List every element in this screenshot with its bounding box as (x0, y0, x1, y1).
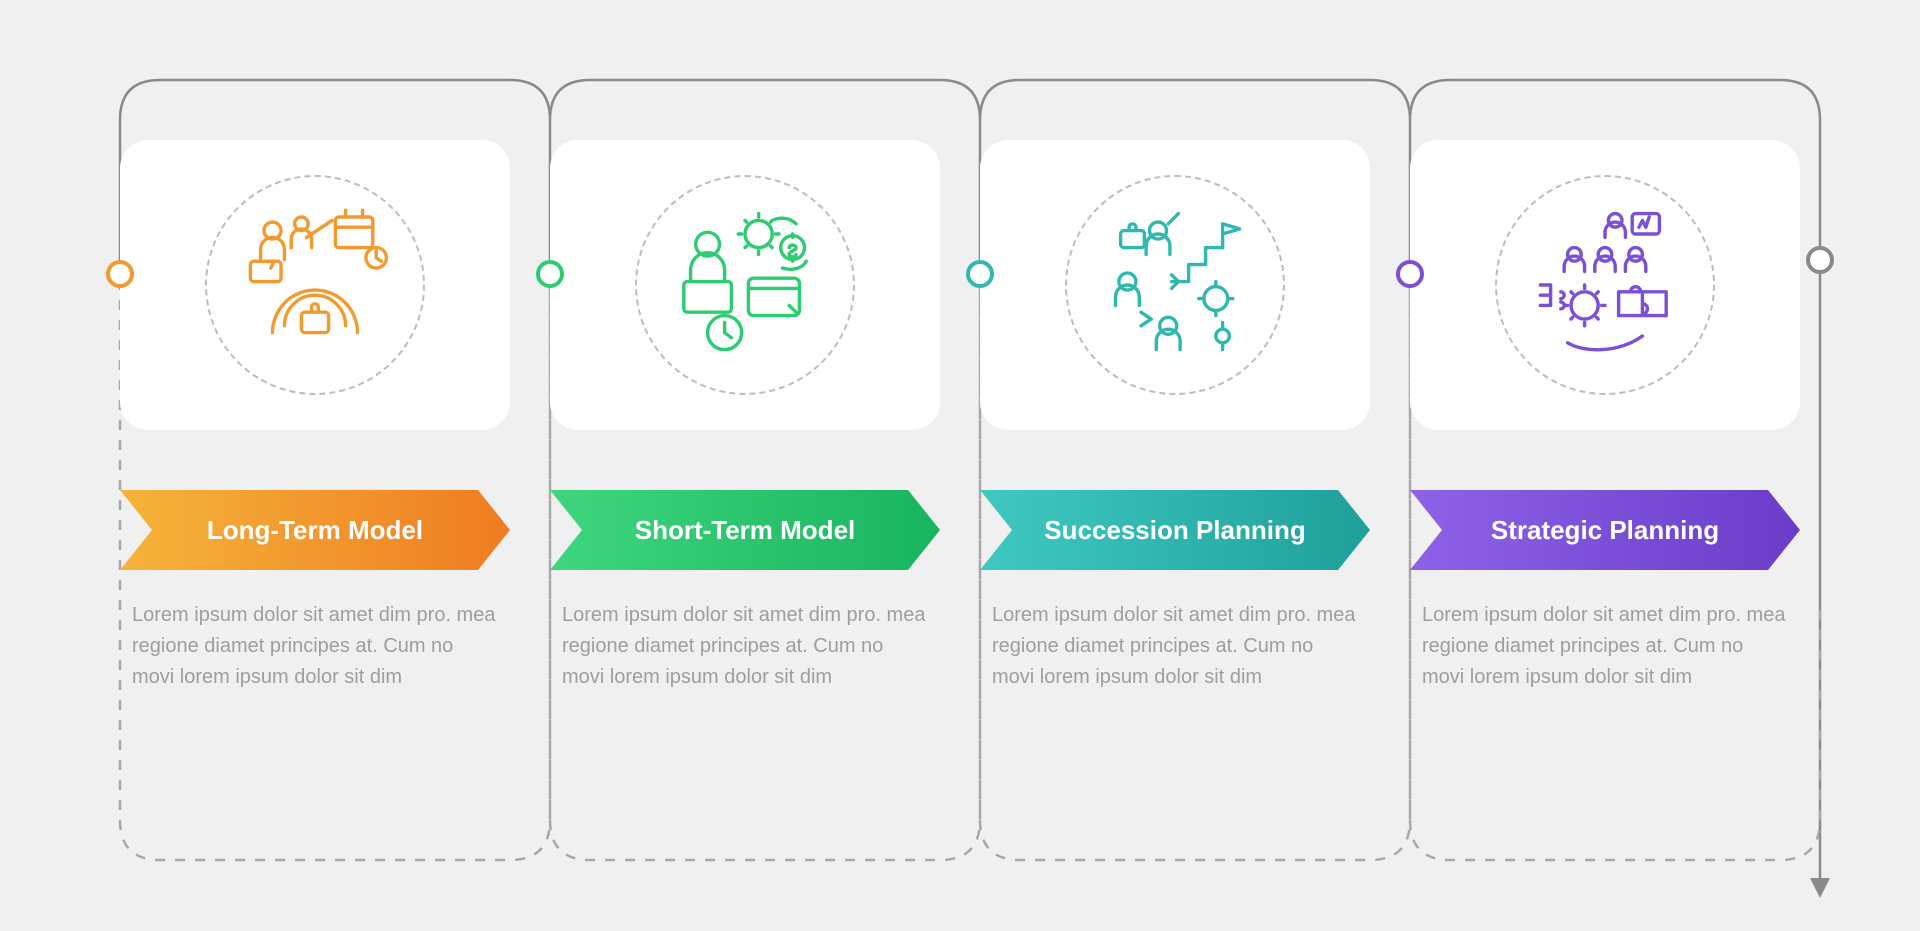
descriptions-row: Lorem ipsum dolor sit amet dim pro. mea … (120, 600, 1800, 693)
infographic-stage: Long-Term Model Short-Term Model Success… (0, 0, 1920, 931)
career-steps-flag-icon (1090, 200, 1260, 370)
team-calendar-gauge-icon (230, 200, 400, 370)
node-dot-strategic (1396, 260, 1424, 288)
dashed-circle (205, 175, 425, 395)
cards-row (120, 140, 1800, 430)
org-chart-gear-puzzle-icon (1520, 200, 1690, 370)
arrow-label: Strategic Planning (1491, 515, 1719, 546)
desc-strategic: Lorem ipsum dolor sit amet dim pro. mea … (1410, 600, 1800, 693)
dashed-circle (1495, 175, 1715, 395)
node-dot-succession (966, 260, 994, 288)
user-gear-clock-dollar-icon (660, 200, 830, 370)
dashed-circle (1065, 175, 1285, 395)
arrow-strategic: Strategic Planning (1410, 490, 1800, 570)
desc-long-term: Lorem ipsum dolor sit amet dim pro. mea … (120, 600, 510, 693)
end-node-dot (1806, 246, 1834, 274)
desc-short-term: Lorem ipsum dolor sit amet dim pro. mea … (550, 600, 940, 693)
arrow-short-term: Short-Term Model (550, 490, 940, 570)
arrow-label: Succession Planning (1044, 515, 1306, 546)
arrow-long-term: Long-Term Model (120, 490, 510, 570)
arrow-label: Long-Term Model (207, 515, 423, 546)
desc-succession: Lorem ipsum dolor sit amet dim pro. mea … (980, 600, 1370, 693)
arrow-succession: Succession Planning (980, 490, 1370, 570)
card-strategic (1410, 140, 1800, 430)
arrow-label: Short-Term Model (635, 515, 856, 546)
dashed-circle (635, 175, 855, 395)
node-dot-long-term (106, 260, 134, 288)
card-short-term (550, 140, 940, 430)
node-dot-short-term (536, 260, 564, 288)
card-long-term (120, 140, 510, 430)
card-succession (980, 140, 1370, 430)
arrows-row: Long-Term Model Short-Term Model Success… (120, 490, 1800, 570)
